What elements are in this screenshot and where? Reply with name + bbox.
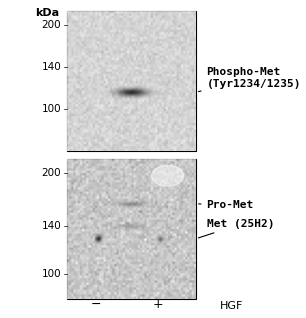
Text: 200: 200 [42,20,61,30]
FancyBboxPatch shape [67,159,196,299]
Text: 200: 200 [42,168,61,178]
Text: 140: 140 [41,221,61,231]
Text: 100: 100 [42,269,61,279]
FancyBboxPatch shape [67,11,196,151]
Text: Phospho-Met
(Tyr1234/1235): Phospho-Met (Tyr1234/1235) [199,67,301,92]
Text: +: + [152,298,163,311]
Text: 100: 100 [42,104,61,114]
Text: HGF: HGF [220,301,244,311]
Text: kDa: kDa [35,8,60,18]
Ellipse shape [151,165,184,186]
Text: Met (25H2): Met (25H2) [199,219,274,238]
Text: 140: 140 [41,62,61,72]
Text: −: − [91,298,102,311]
Text: Pro-Met: Pro-Met [199,200,254,210]
